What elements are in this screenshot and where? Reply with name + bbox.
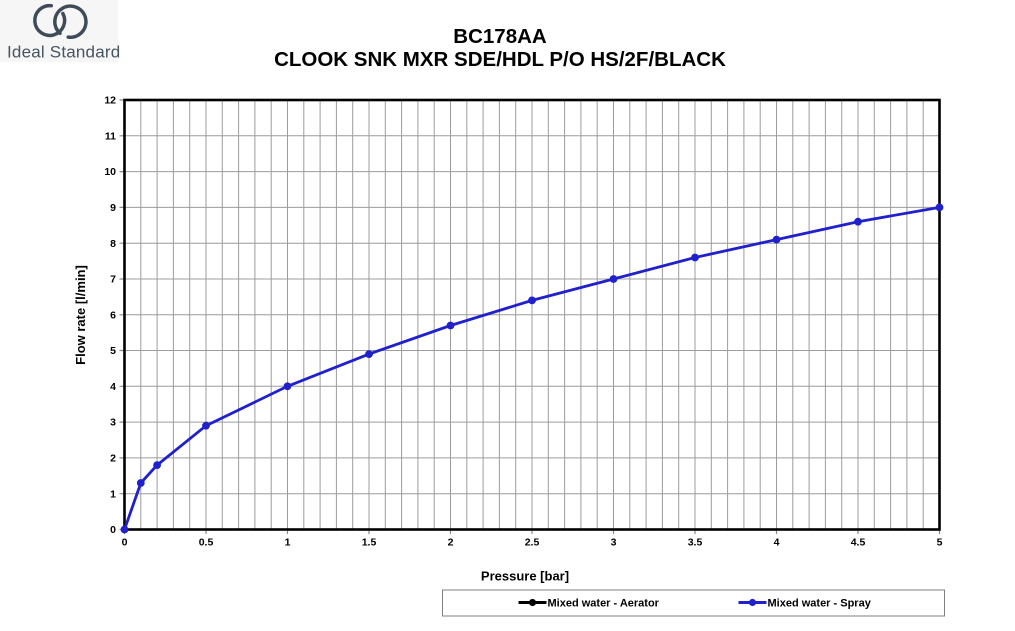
svg-text:1: 1 bbox=[110, 488, 116, 500]
svg-text:2: 2 bbox=[448, 537, 454, 549]
svg-text:1.5: 1.5 bbox=[362, 537, 377, 549]
svg-text:Mixed water - Spray: Mixed water - Spray bbox=[768, 598, 872, 610]
svg-text:4: 4 bbox=[774, 537, 780, 549]
svg-text:4: 4 bbox=[110, 381, 116, 393]
svg-text:11: 11 bbox=[105, 130, 116, 142]
svg-text:3: 3 bbox=[110, 417, 116, 429]
svg-text:0: 0 bbox=[110, 524, 116, 536]
svg-text:9: 9 bbox=[110, 202, 116, 214]
svg-text:3: 3 bbox=[611, 537, 617, 549]
svg-text:Ideal Standard: Ideal Standard bbox=[7, 43, 120, 62]
svg-text:0: 0 bbox=[122, 537, 128, 549]
svg-text:2.5: 2.5 bbox=[525, 537, 540, 549]
svg-text:5: 5 bbox=[937, 537, 943, 549]
svg-text:1: 1 bbox=[285, 537, 291, 549]
svg-text:10: 10 bbox=[104, 166, 116, 178]
svg-text:6: 6 bbox=[110, 309, 116, 321]
svg-text:5: 5 bbox=[110, 345, 116, 357]
svg-text:Pressure [bar]: Pressure [bar] bbox=[481, 569, 569, 584]
svg-text:Mixed water - Aerator: Mixed water - Aerator bbox=[548, 598, 660, 610]
svg-text:2: 2 bbox=[110, 453, 116, 465]
svg-text:7: 7 bbox=[110, 274, 116, 286]
svg-text:Flow rate [l/min]: Flow rate [l/min] bbox=[73, 265, 88, 365]
svg-text:8: 8 bbox=[110, 238, 116, 250]
svg-text:4.5: 4.5 bbox=[851, 537, 866, 549]
svg-text:12: 12 bbox=[104, 95, 116, 107]
svg-text:3.5: 3.5 bbox=[688, 537, 703, 549]
svg-text:0.5: 0.5 bbox=[199, 537, 214, 549]
